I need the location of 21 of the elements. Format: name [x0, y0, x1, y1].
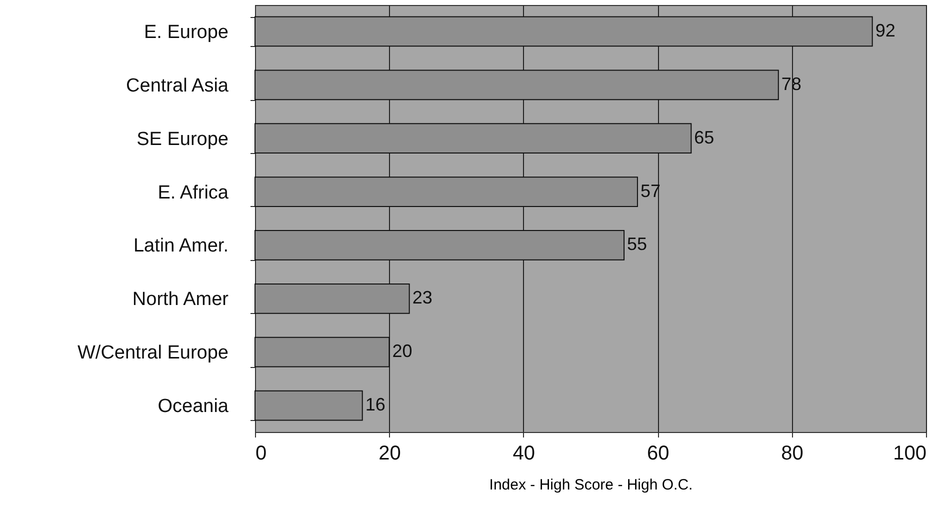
y-tick-label: North Amer — [132, 289, 230, 310]
y-tick-label: E. Europe — [144, 22, 228, 43]
y-tick-label: W/Central Europe — [77, 342, 228, 364]
y-tick-label: E. Africa — [158, 182, 229, 204]
data-label: 20 — [392, 341, 412, 362]
y-tick-label: Central Asia — [126, 75, 229, 96]
data-label: 55 — [627, 234, 648, 254]
x-tick-label: 80 — [781, 442, 804, 464]
data-label: 92 — [875, 20, 896, 40]
x-tick-label: 100 — [893, 442, 926, 464]
data-label: 16 — [365, 394, 386, 415]
x-tick-label: 40 — [512, 442, 536, 464]
x-tick-label: 20 — [378, 442, 401, 464]
x-tick-label: 0 — [256, 442, 267, 464]
x-axis-title: Index - High Score - High O.C. — [489, 476, 693, 494]
y-tick-label: SE Europe — [136, 128, 228, 150]
x-tick-label: 60 — [646, 442, 670, 464]
y-tick-label: Oceania — [158, 396, 229, 418]
data-label: 65 — [694, 127, 714, 148]
y-tick-label: Latin Amer. — [133, 236, 228, 257]
data-label: 23 — [412, 288, 432, 308]
